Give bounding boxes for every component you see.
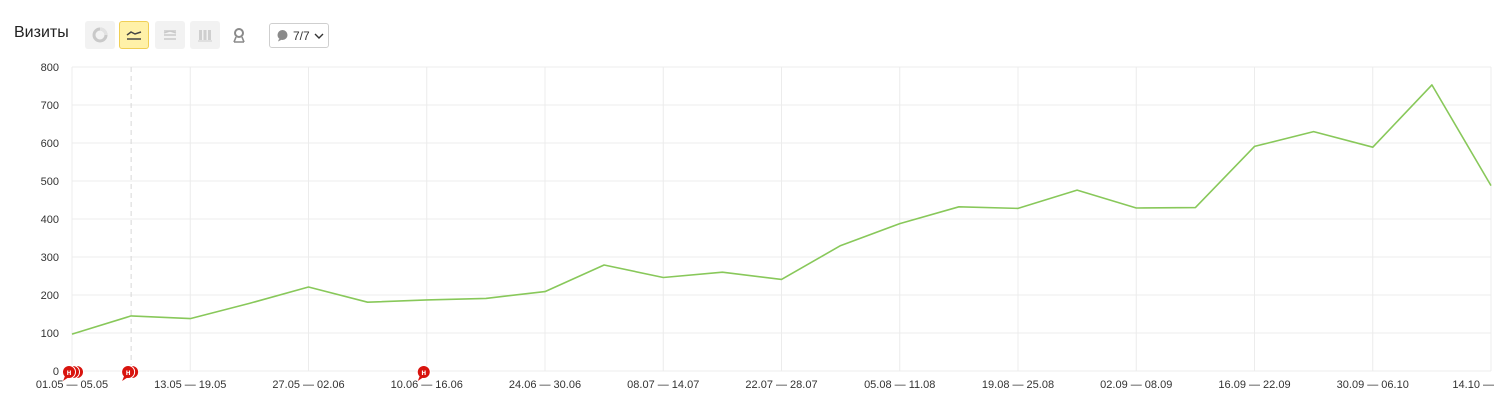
pie-chart-icon (92, 27, 108, 43)
note-marker[interactable]: н (62, 365, 84, 382)
x-tick-label: 19.08 — 25.08 (982, 379, 1054, 391)
line-chart-icon (126, 31, 142, 40)
x-tick-label: 13.05 — 19.05 (154, 379, 226, 391)
y-tick-label: 500 (41, 176, 59, 188)
x-tick-label: 16.09 — 22.09 (1218, 379, 1290, 391)
x-tick-label: 24.06 — 30.06 (509, 379, 581, 391)
y-tick-label: 700 (41, 100, 59, 112)
y-tick-label: 600 (41, 138, 59, 150)
x-tick-label: 01.05 — 05.05 (36, 379, 108, 391)
x-tick-label: 14.10 — (1452, 379, 1494, 391)
x-tick-label: 08.07 — 14.07 (627, 379, 699, 391)
x-tick-label: 02.09 — 08.09 (1100, 379, 1172, 391)
x-tick-label: 10.06 — 16.06 (391, 379, 463, 391)
bar-chart-icon (198, 30, 212, 42)
map-pin-icon (233, 28, 245, 43)
map-button[interactable] (224, 21, 254, 49)
y-tick-label: 100 (41, 328, 59, 340)
y-tick-label: 200 (41, 290, 59, 302)
note-marker[interactable]: н (416, 365, 431, 382)
note-marker-label: н (126, 368, 131, 377)
x-tick-label: 05.08 — 11.08 (864, 379, 935, 391)
chevron-down-icon (314, 33, 324, 39)
x-tick-label: 27.05 — 02.06 (272, 379, 344, 391)
line-chart-button[interactable] (119, 21, 149, 49)
comment-icon (277, 30, 288, 42)
notes-dropdown[interactable]: 7/7 (269, 23, 329, 48)
pie-chart-button[interactable] (85, 21, 115, 49)
bar-chart-button[interactable] (190, 21, 220, 49)
x-tick-label: 30.09 — 06.10 (1337, 379, 1409, 391)
y-tick-label: 300 (41, 252, 59, 264)
y-tick-label: 400 (41, 214, 59, 226)
chart-toolbar: Визиты (0, 0, 1500, 66)
series-line-visits (71, 84, 1492, 335)
y-tick-label: 0 (53, 366, 59, 378)
note-marker[interactable]: н (121, 365, 140, 382)
x-tick-label: 22.07 — 28.07 (745, 379, 817, 391)
area-chart-button[interactable] (155, 21, 185, 49)
notes-count: 7/7 (293, 28, 310, 43)
note-marker-label: н (67, 368, 72, 377)
chart-title: Визиты (14, 24, 69, 41)
area-chart-icon (163, 30, 177, 40)
note-marker-label: н (421, 368, 426, 377)
